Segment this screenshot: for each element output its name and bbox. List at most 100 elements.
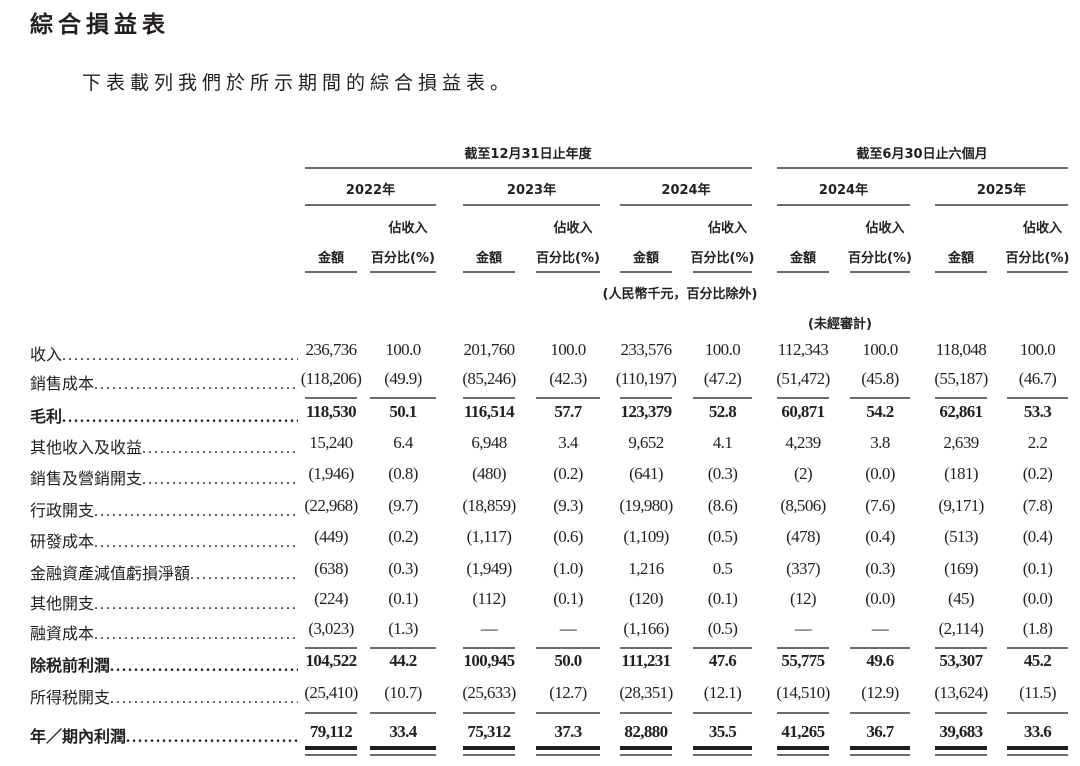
amount-cell: 53,307 — [939, 651, 983, 670]
pct-cell: 53.3 — [1023, 402, 1052, 421]
unaudited-note: (未經審計) — [808, 317, 872, 332]
pct-cell: — — [871, 619, 889, 638]
amount-cell: (45) — [948, 589, 975, 608]
pct-column-header-line2: 百分比(%) — [536, 251, 600, 266]
subtotal-rule — [536, 647, 600, 649]
subtotal-rule — [536, 397, 600, 399]
leader-dots: ........................................… — [142, 471, 298, 488]
column-header-rule — [935, 271, 987, 273]
row-label: 銷售及營銷開支.................................… — [30, 465, 298, 489]
total-double-rule — [935, 746, 987, 750]
row-label: 研發成本....................................… — [30, 528, 298, 552]
amount-cell: (85,246) — [462, 369, 516, 388]
pct-cell: (10.7) — [384, 683, 422, 702]
amount-cell: 118,530 — [305, 402, 357, 421]
subtotal-rule — [463, 397, 515, 399]
amount-cell: (1,946) — [308, 464, 354, 483]
amount-cell: (51,472) — [776, 369, 830, 388]
pct-cell: (0.2) — [1022, 464, 1053, 483]
pct-cell: (0.3) — [865, 559, 895, 578]
row-label-text: 金融資產減值虧損淨額 — [30, 564, 191, 583]
subtotal-rule — [777, 712, 829, 714]
column-header-rule — [370, 271, 436, 273]
row-label: 所得税開支...................................… — [30, 684, 298, 708]
pct-column-header-line1: 佔收入 — [388, 221, 428, 236]
subtotal-rule — [620, 397, 672, 399]
pct-cell: 100.0 — [1019, 340, 1056, 359]
column-header-rule — [850, 271, 910, 273]
unit-note: (人民幣千元，百分比除外) — [602, 287, 758, 302]
header-six-months-group: 截至6月30日止六個月 — [856, 147, 988, 162]
amount-cell: 233,576 — [620, 340, 672, 359]
pct-cell: 36.7 — [866, 722, 894, 741]
amount-cell: (638) — [314, 559, 348, 578]
amount-cell: 15,240 — [309, 433, 353, 452]
column-header-rule — [777, 271, 829, 273]
year-header: 2025年 — [976, 183, 1027, 198]
leader-dots: ........................................… — [62, 347, 298, 364]
leader-dots: ........................................… — [142, 440, 298, 457]
pct-cell: (0.1) — [388, 589, 418, 608]
pct-cell: 3.4 — [558, 433, 578, 452]
total-double-rule — [536, 746, 600, 750]
pct-cell: 0.5 — [712, 559, 733, 578]
total-double-rule — [536, 754, 600, 756]
row-label: 融資成本....................................… — [30, 620, 298, 644]
pct-column-header-line1: 佔收入 — [865, 221, 905, 236]
column-header-rule — [536, 271, 600, 273]
amount-cell: (19,980) — [619, 496, 673, 515]
pct-cell: (11.5) — [1019, 683, 1056, 702]
pct-cell: 35.5 — [708, 722, 737, 741]
subtotal-rule — [935, 647, 987, 649]
amount-cell: (1,949) — [466, 559, 512, 578]
pct-cell: 100.0 — [550, 340, 586, 359]
amount-cell: (513) — [944, 527, 978, 546]
pct-cell: 33.6 — [1023, 722, 1052, 741]
pct-cell: (8.6) — [707, 496, 738, 515]
subtotal-rule — [777, 647, 829, 649]
subtotal-rule — [850, 397, 910, 399]
pct-cell: (12.9) — [861, 683, 899, 702]
amount-cell: 79,112 — [309, 722, 353, 741]
leader-dots: ........................................… — [94, 596, 298, 613]
amount-cell: 4,239 — [785, 433, 821, 452]
subtotal-rule — [370, 647, 436, 649]
pct-column-header-line2: 百分比(%) — [371, 251, 435, 266]
amount-cell: (641) — [629, 464, 663, 483]
amount-cell: 82,880 — [624, 722, 668, 741]
pct-cell: (12.1) — [703, 683, 742, 702]
amount-cell: — — [794, 619, 812, 638]
row-label-text: 其他開支 — [30, 594, 95, 613]
pct-column-header-line2: 百分比(%) — [848, 251, 912, 266]
total-double-rule — [463, 754, 515, 756]
amount-cell: (112) — [472, 589, 506, 608]
year-rule — [777, 204, 910, 206]
subtotal-rule — [305, 712, 357, 714]
subtotal-rule — [1007, 712, 1068, 714]
amount-cell: (9,171) — [938, 496, 984, 515]
amount-cell: 116,514 — [463, 402, 515, 421]
subtotal-rule — [777, 397, 829, 399]
leader-dots: ........................................… — [62, 409, 298, 426]
pct-cell: (49.9) — [384, 369, 422, 388]
year-rule — [463, 204, 600, 206]
leader-dots: ........................................… — [94, 534, 298, 551]
pct-cell: 54.2 — [866, 402, 894, 421]
row-label-text: 毛利 — [30, 407, 63, 426]
pct-column-header-line1: 佔收入 — [553, 221, 593, 236]
total-double-rule — [935, 754, 987, 756]
amount-cell: (118,206) — [300, 369, 362, 388]
amount-cell: 41,265 — [781, 722, 825, 741]
amount-cell: (2,114) — [938, 619, 984, 638]
header-rule — [777, 167, 1068, 169]
pct-cell: 3.8 — [870, 433, 890, 452]
pct-cell: 2.2 — [1027, 433, 1048, 452]
year-rule — [935, 204, 1068, 206]
column-header-rule — [305, 271, 357, 273]
pct-cell: (0.5) — [707, 619, 738, 638]
column-header-rule — [463, 271, 515, 273]
pct-cell: 49.6 — [866, 651, 894, 670]
pct-cell: (0.0) — [865, 589, 895, 608]
total-double-rule — [1007, 754, 1068, 756]
